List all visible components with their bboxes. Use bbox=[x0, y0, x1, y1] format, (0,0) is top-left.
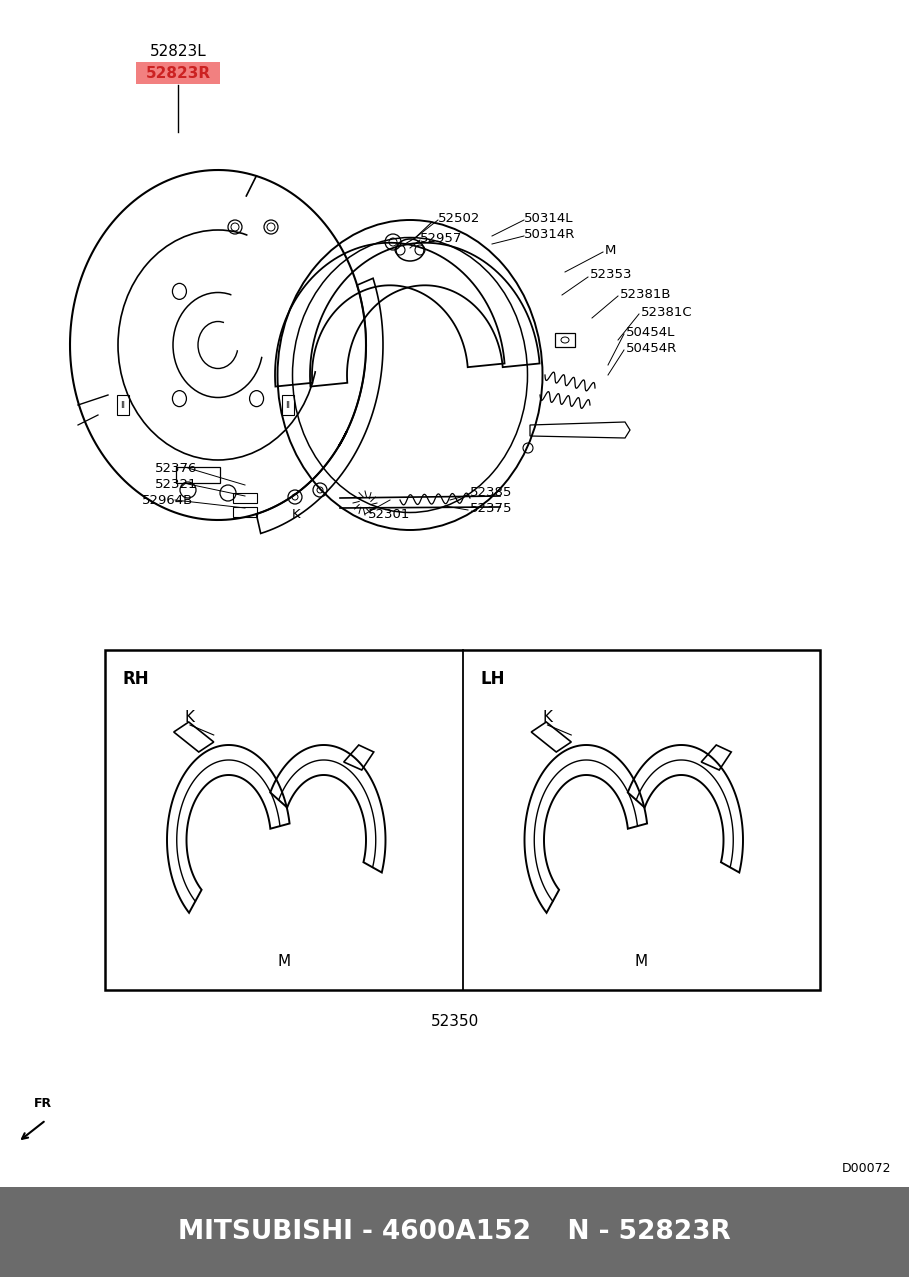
Bar bbox=[105, 650, 820, 990]
Text: 52381B: 52381B bbox=[620, 287, 672, 300]
Text: LH: LH bbox=[481, 670, 505, 688]
Text: M: M bbox=[277, 954, 290, 969]
Text: 52823L: 52823L bbox=[150, 45, 206, 60]
Text: II: II bbox=[285, 401, 291, 410]
Text: RH: RH bbox=[123, 670, 150, 688]
Text: D00072: D00072 bbox=[842, 1162, 891, 1175]
Text: 50314R: 50314R bbox=[524, 227, 575, 240]
Text: K: K bbox=[185, 710, 195, 725]
Text: 52502: 52502 bbox=[438, 212, 480, 225]
Bar bbox=[282, 395, 294, 415]
Text: 52385: 52385 bbox=[470, 487, 513, 499]
Text: K: K bbox=[292, 507, 300, 521]
Text: 52321: 52321 bbox=[155, 478, 197, 490]
Bar bbox=[555, 333, 575, 347]
Text: 52381C: 52381C bbox=[641, 305, 693, 318]
Text: 52301: 52301 bbox=[368, 507, 410, 521]
Text: 52375: 52375 bbox=[470, 502, 513, 515]
Wedge shape bbox=[218, 202, 366, 383]
Text: 52957: 52957 bbox=[420, 231, 463, 244]
Text: 50454L: 50454L bbox=[626, 326, 675, 338]
Bar bbox=[233, 507, 257, 517]
Text: 52823R: 52823R bbox=[145, 65, 211, 80]
Bar bbox=[233, 493, 257, 503]
Text: 50314L: 50314L bbox=[524, 212, 574, 225]
Text: 52353: 52353 bbox=[590, 268, 633, 281]
Text: 52376: 52376 bbox=[155, 461, 197, 475]
Text: K: K bbox=[543, 710, 553, 725]
Text: M: M bbox=[634, 954, 648, 969]
Bar bbox=[176, 467, 220, 483]
Text: 52964B: 52964B bbox=[142, 493, 194, 507]
FancyBboxPatch shape bbox=[136, 63, 220, 84]
Bar bbox=[0, 1188, 909, 1277]
Text: 52350: 52350 bbox=[430, 1014, 479, 1029]
Text: M: M bbox=[605, 244, 616, 257]
Text: 50454R: 50454R bbox=[626, 341, 677, 355]
Text: MITSUBISHI - 4600A152    N - 52823R: MITSUBISHI - 4600A152 N - 52823R bbox=[178, 1220, 731, 1245]
Text: II: II bbox=[121, 401, 125, 410]
Text: FR: FR bbox=[34, 1097, 52, 1110]
Bar bbox=[117, 395, 129, 415]
